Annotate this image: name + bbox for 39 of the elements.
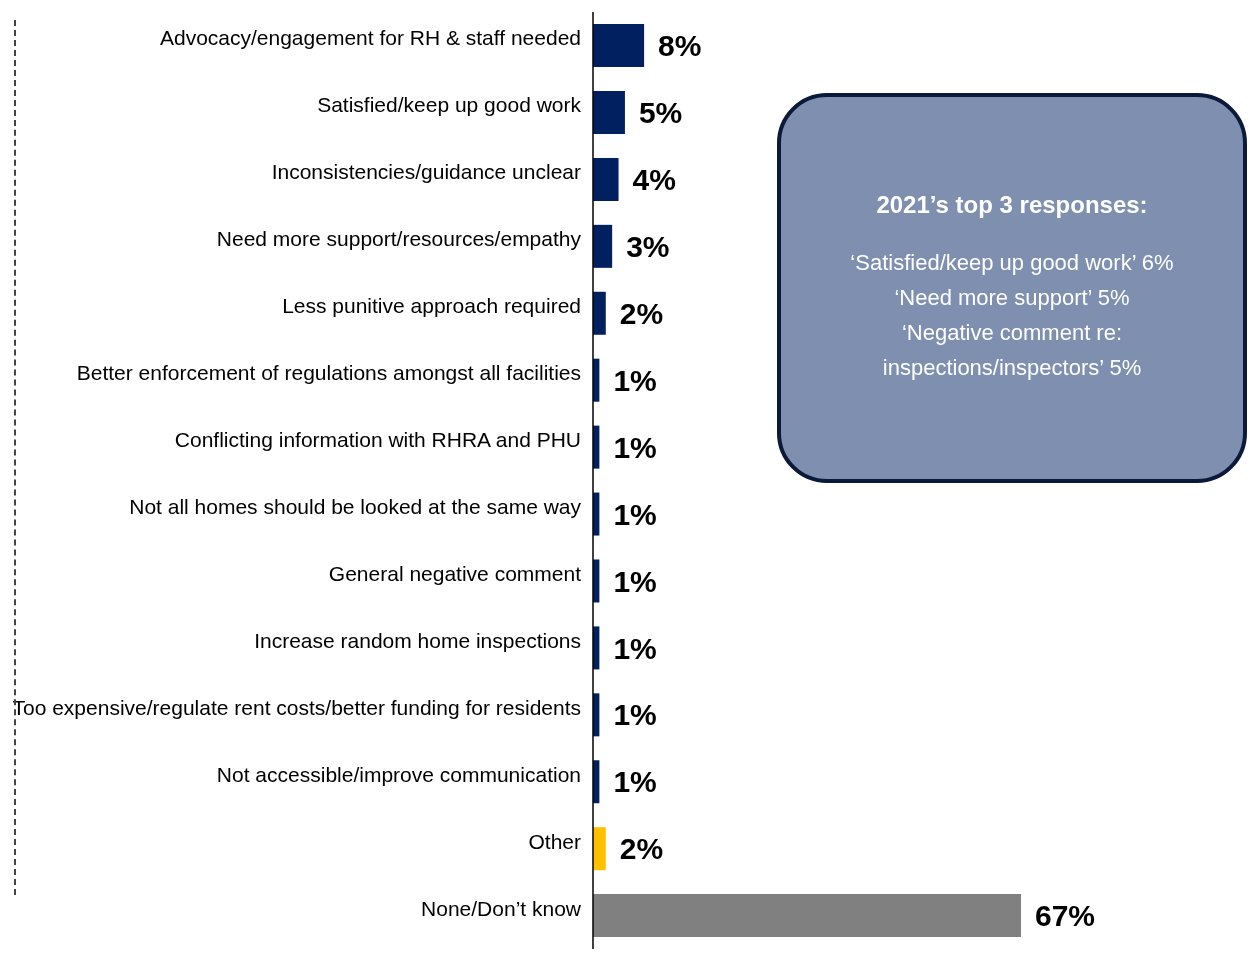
bar bbox=[593, 90, 625, 134]
y-tick-label: Better enforcement of regulations amongst all facilities bbox=[76, 361, 581, 385]
data-label: 1% bbox=[613, 497, 657, 531]
data-label: 1% bbox=[613, 631, 657, 665]
data-label: 1% bbox=[613, 564, 657, 598]
data-label: 67% bbox=[1035, 899, 1096, 933]
data-label: 1% bbox=[613, 363, 657, 397]
annotation: ‘Negative comment re: inspections/inspectors’ 5% bbox=[881, 319, 1143, 382]
bar bbox=[593, 291, 606, 335]
data-label: 8% bbox=[658, 29, 702, 63]
annotation: ‘Satisfied/keep up good work’ 6% bbox=[850, 249, 1174, 277]
y-tick-label: Not all homes should be looked at the same way bbox=[129, 494, 582, 518]
y-tick-label: Less punitive approach required bbox=[282, 294, 581, 318]
annotation: 2021’s top 3 responses: bbox=[876, 191, 1148, 219]
y-tick-label: Need more support/resources/empathy bbox=[216, 227, 582, 251]
y-tick-label: Too expensive/regulate rent costs/better funding for residents bbox=[12, 695, 581, 719]
data-label: 5% bbox=[638, 96, 683, 130]
bar bbox=[593, 827, 606, 871]
y-tick-label: Other bbox=[528, 829, 581, 853]
annotation: ‘Need more support’ 5% bbox=[894, 284, 1130, 312]
y-tick-label: None/Don’t know bbox=[421, 896, 582, 920]
data-label: 1% bbox=[613, 430, 657, 464]
bar bbox=[593, 157, 619, 201]
y-tick-label: Advocacy/engagement for RH & staff needed bbox=[159, 26, 581, 50]
data-label: 4% bbox=[632, 163, 676, 197]
y-tick-label: Not accessible/improve communication bbox=[216, 762, 581, 786]
bar bbox=[593, 224, 613, 268]
y-tick-label: Increase random home inspections bbox=[254, 628, 581, 652]
data-label: 3% bbox=[626, 229, 670, 263]
data-label: 1% bbox=[613, 765, 657, 799]
y-tick-label: Conflicting information with RHRA and PHU bbox=[174, 428, 581, 452]
bar bbox=[593, 24, 645, 68]
bar bbox=[593, 894, 1021, 938]
y-tick-label: Inconsistencies/guidance unclear bbox=[271, 160, 581, 184]
y-tick-label: Satisfied/keep up good work bbox=[317, 93, 582, 117]
data-label: 2% bbox=[619, 296, 664, 330]
data-label: 2% bbox=[619, 832, 664, 866]
data-label: 1% bbox=[613, 698, 657, 732]
y-tick-label: General negative comment bbox=[328, 561, 582, 585]
